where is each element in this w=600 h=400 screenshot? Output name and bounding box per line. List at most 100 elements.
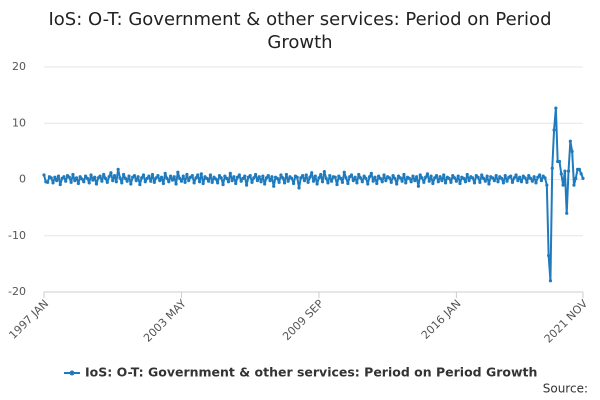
data-point <box>324 176 328 180</box>
data-point <box>154 176 158 180</box>
data-point <box>225 176 229 180</box>
data-point <box>145 176 149 180</box>
data-point <box>436 180 440 184</box>
x-tick-label: 2009 SEP <box>280 297 326 343</box>
data-point <box>328 173 332 178</box>
data-point <box>266 173 270 178</box>
data-point <box>170 178 175 182</box>
data-point <box>337 174 341 178</box>
data-point <box>566 169 571 173</box>
chart-title: IoS: O-T: Government & other services: P… <box>48 9 552 53</box>
data-point <box>563 169 567 173</box>
data-point <box>494 173 498 178</box>
data-point <box>143 180 147 184</box>
data-point <box>141 173 146 177</box>
data-point <box>201 181 205 186</box>
data-point <box>389 180 393 184</box>
data-point <box>241 176 245 180</box>
data-point <box>284 172 288 177</box>
data-point <box>418 173 422 177</box>
data-point <box>82 180 86 184</box>
y-tick-label: 20 <box>12 60 26 73</box>
data-point <box>523 176 527 180</box>
data-point <box>281 176 285 180</box>
data-point <box>64 179 68 183</box>
data-point <box>221 182 225 187</box>
data-point <box>264 176 269 180</box>
data-point <box>458 181 462 186</box>
data-point <box>503 173 507 178</box>
data-point <box>472 181 477 185</box>
data-point <box>424 175 428 179</box>
data-point <box>206 179 211 183</box>
data-point <box>91 178 95 182</box>
data-point <box>136 175 140 179</box>
source: Source: <box>543 382 588 396</box>
y-tick-label: -10 <box>8 229 26 242</box>
legend-label: IoS: O-T: Government & other services: P… <box>85 365 537 380</box>
data-point <box>443 181 448 185</box>
data-point <box>369 171 373 175</box>
data-point <box>414 175 419 179</box>
data-point <box>116 167 120 171</box>
data-point <box>140 176 144 180</box>
data-point <box>378 176 383 180</box>
data-point <box>71 172 75 177</box>
data-point <box>304 173 308 177</box>
data-point <box>310 171 314 175</box>
data-point <box>537 173 542 177</box>
data-point <box>62 175 66 179</box>
data-point <box>481 176 486 180</box>
data-point <box>100 179 104 183</box>
data-point <box>230 179 234 183</box>
data-point <box>395 182 399 186</box>
data-point <box>554 106 558 110</box>
data-point <box>422 180 426 184</box>
data-point <box>409 180 413 184</box>
data-point <box>147 174 151 178</box>
data-point <box>500 176 504 180</box>
data-point <box>377 174 381 178</box>
data-point <box>55 179 59 183</box>
data-point <box>167 180 171 184</box>
data-point <box>235 175 240 179</box>
data-point <box>545 183 549 187</box>
data-point <box>342 170 346 174</box>
data-point <box>416 184 421 188</box>
data-point <box>268 179 272 183</box>
data-point <box>78 175 82 179</box>
data-point <box>429 174 433 178</box>
data-point <box>279 173 283 177</box>
data-point <box>329 179 334 183</box>
data-point <box>102 172 106 177</box>
data-point <box>375 181 379 186</box>
data-point <box>561 183 565 187</box>
data-point <box>196 173 200 177</box>
data-point <box>311 179 316 183</box>
data-point <box>152 180 156 184</box>
data-point <box>322 170 326 174</box>
data-point <box>272 184 276 188</box>
data-point <box>496 180 500 184</box>
data-point <box>454 179 458 183</box>
data-point <box>577 167 581 171</box>
data-point <box>505 179 509 183</box>
data-point <box>438 175 442 179</box>
data-point <box>302 179 307 183</box>
data-point <box>519 180 524 184</box>
data-point <box>366 182 370 186</box>
data-point <box>427 179 431 183</box>
data-point <box>219 176 223 180</box>
data-point <box>237 173 241 177</box>
data-point <box>270 175 274 179</box>
data-point <box>320 180 325 184</box>
data-point <box>210 180 214 184</box>
data-point <box>199 172 203 176</box>
data-point <box>471 176 475 180</box>
data-point <box>360 180 364 184</box>
series-line <box>43 107 584 282</box>
data-point <box>449 180 453 184</box>
x-tick-label: 2003 MAY <box>141 297 189 345</box>
data-point <box>149 179 153 183</box>
data-point <box>290 176 294 180</box>
